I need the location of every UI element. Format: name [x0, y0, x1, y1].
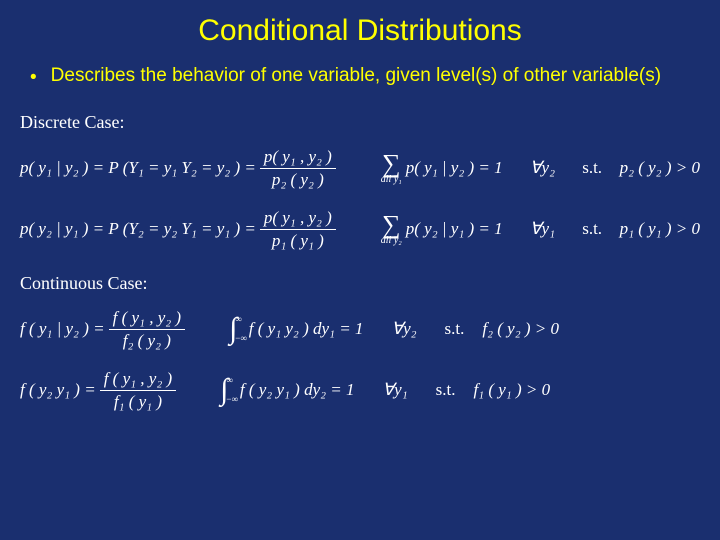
- continuous-label: Continuous Case:: [0, 273, 720, 294]
- bullet-text: Describes the behavior of one variable, …: [51, 64, 661, 88]
- fraction-numerator: f ( y₁ , y₂ ): [109, 308, 185, 330]
- eq-text: f₂ ( y₂ ) > 0: [482, 319, 559, 339]
- bullet-dot-icon: •: [30, 66, 37, 90]
- integral-upper: ∞: [226, 376, 238, 385]
- fraction-numerator: f ( y₁ , y₂ ): [100, 369, 176, 391]
- integral-icon: ∫ ∞ −∞: [220, 375, 238, 405]
- eq-text: p( y₁ | y₂ ) = P (Y₁ = y₁ Y₂ = y₂ ) =: [20, 158, 256, 178]
- eq-text: p₁ ( y₁ ) > 0: [620, 219, 700, 239]
- fraction: p( y₁ , y₂ ) p₂ ( y₂ ): [260, 147, 336, 190]
- sum-subscript: all y₁: [381, 175, 402, 185]
- eq-text: s.t.: [582, 158, 602, 178]
- eq-text: f ( y₂ y₁ ) dy₂ = 1: [240, 380, 355, 400]
- sum-subscript: all y₂: [381, 236, 402, 246]
- fraction-numerator: p( y₁ , y₂ ): [260, 147, 336, 169]
- eq-text: p( y₁ | y₂ ) = 1: [406, 158, 503, 178]
- eq-text: ∀y₁: [530, 219, 555, 239]
- bullet-item: • Describes the behavior of one variable…: [0, 64, 720, 90]
- fraction: p( y₁ , y₂ ) p₁ ( y₁ ): [260, 208, 336, 251]
- eq-continuous-2: f ( y₂ y₁ ) = f ( y₁ , y₂ ) f₁ ( y₁ ) ∫ …: [20, 369, 700, 412]
- discrete-label: Discrete Case:: [0, 112, 720, 133]
- discrete-equations: p( y₁ | y₂ ) = P (Y₁ = y₁ Y₂ = y₂ ) = p(…: [0, 147, 720, 251]
- eq-text: p( y₂ | y₁ ) = P (Y₂ = y₂ Y₁ = y₁ ) =: [20, 219, 256, 239]
- sum-icon: ∑ all y₁: [381, 151, 402, 185]
- eq-text: f ( y₁ | y₂ ) =: [20, 319, 105, 339]
- eq-text: f₁ ( y₁ ) > 0: [473, 380, 550, 400]
- eq-discrete-1: p( y₁ | y₂ ) = P (Y₁ = y₁ Y₂ = y₂ ) = p(…: [20, 147, 700, 190]
- eq-text: s.t.: [445, 319, 465, 339]
- fraction-denominator: f₂ ( y₂ ): [119, 330, 175, 351]
- fraction-denominator: p₁ ( y₁ ): [268, 230, 328, 251]
- eq-text: f ( y₁ y₂ ) dy₁ = 1: [249, 319, 364, 339]
- eq-text: f ( y₂ y₁ ) =: [20, 380, 96, 400]
- integral-lower: −∞: [226, 395, 238, 404]
- eq-continuous-1: f ( y₁ | y₂ ) = f ( y₁ , y₂ ) f₂ ( y₂ ) …: [20, 308, 700, 351]
- fraction: f ( y₁ , y₂ ) f₁ ( y₁ ): [100, 369, 176, 412]
- fraction-denominator: p₂ ( y₂ ): [268, 169, 328, 190]
- eq-text: p( y₂ | y₁ ) = 1: [406, 219, 503, 239]
- fraction-denominator: f₁ ( y₁ ): [110, 391, 166, 412]
- eq-text: s.t.: [436, 380, 456, 400]
- eq-text: s.t.: [582, 219, 602, 239]
- fraction-numerator: p( y₁ , y₂ ): [260, 208, 336, 230]
- fraction: f ( y₁ , y₂ ) f₂ ( y₂ ): [109, 308, 185, 351]
- eq-text: ∀y₂: [530, 158, 555, 178]
- integral-lower: −∞: [235, 334, 247, 343]
- integral-icon: ∫ ∞ −∞: [229, 314, 247, 344]
- integral-upper: ∞: [235, 315, 247, 324]
- sum-icon: ∑ all y₂: [381, 212, 402, 246]
- eq-text: p₂ ( y₂ ) > 0: [620, 158, 700, 178]
- eq-text: ∀y₂: [391, 319, 416, 339]
- slide-title: Conditional Distributions: [0, 0, 720, 64]
- eq-discrete-2: p( y₂ | y₁ ) = P (Y₂ = y₂ Y₁ = y₁ ) = p(…: [20, 208, 700, 251]
- eq-text: ∀y₁: [383, 380, 408, 400]
- continuous-equations: f ( y₁ | y₂ ) = f ( y₁ , y₂ ) f₂ ( y₂ ) …: [0, 308, 720, 412]
